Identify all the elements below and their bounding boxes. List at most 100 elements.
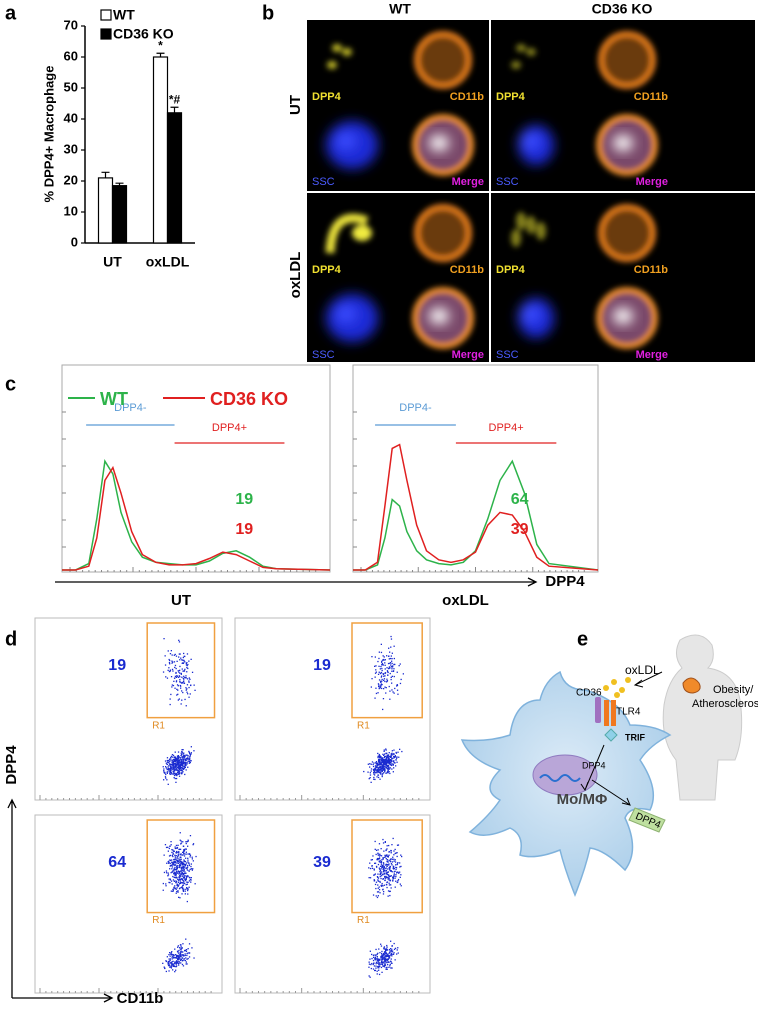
event-dot (178, 871, 180, 873)
event-dot (379, 766, 382, 769)
event-dot (180, 840, 182, 842)
event-dot (378, 756, 381, 758)
dpp4-signal (511, 212, 546, 247)
event-dot (170, 772, 172, 774)
event-dot (188, 758, 191, 761)
event-dot (380, 966, 383, 969)
event-dot (384, 877, 386, 879)
event-dot (172, 888, 174, 891)
event-dot (389, 662, 392, 664)
event-dot (384, 680, 386, 683)
gate-percent: 19 (313, 657, 331, 674)
event-dot (376, 858, 379, 860)
event-dot (389, 955, 391, 957)
error-bar (156, 52, 165, 57)
event-dot (368, 966, 370, 968)
event-dot (387, 861, 389, 863)
event-dot (380, 768, 382, 770)
event-dot (386, 760, 388, 762)
event-dot (378, 764, 380, 766)
event-dot (380, 768, 382, 771)
event-dot (187, 760, 190, 762)
event-dot (385, 758, 388, 760)
event-dot (382, 773, 384, 775)
event-dot (181, 863, 184, 865)
event-dot (182, 758, 184, 761)
event-dot (182, 662, 184, 664)
event-dot (376, 769, 378, 771)
event-dot (371, 953, 373, 956)
event-dot (185, 841, 187, 843)
event-dot (178, 859, 181, 861)
event-dot (373, 965, 376, 967)
event-dot (163, 854, 165, 856)
event-dot (175, 954, 178, 957)
event-dot (374, 969, 376, 972)
event-dot (184, 661, 186, 663)
event-dot (388, 882, 390, 884)
event-dot (391, 861, 394, 863)
event-dot (389, 875, 392, 877)
event-dot (167, 862, 170, 864)
event-dot (386, 754, 388, 756)
event-dot (369, 976, 371, 978)
event-dot (182, 951, 184, 953)
event-dot (175, 857, 177, 859)
event-dot (372, 768, 375, 771)
event-dot (174, 763, 176, 765)
event-dot (182, 763, 185, 765)
event-dot (386, 859, 388, 861)
event-dot (177, 693, 179, 695)
event-dot (166, 779, 168, 781)
event-dot (173, 654, 175, 656)
event-dot (162, 882, 164, 885)
event-dot (174, 887, 177, 889)
event-dot (166, 677, 169, 679)
event-dot (375, 955, 377, 957)
event-dot (182, 943, 184, 945)
event-dot (190, 863, 192, 865)
event-dot (182, 761, 184, 763)
event-dot (189, 755, 191, 757)
event-dot (188, 943, 191, 945)
event-dot (390, 635, 392, 638)
event-dot (384, 841, 386, 843)
event-dot (386, 845, 388, 847)
event-dot (168, 958, 170, 960)
event-dot (378, 973, 381, 976)
event-dot (170, 872, 172, 874)
event-dot (173, 957, 175, 959)
event-dot (392, 763, 394, 765)
event-dot (170, 844, 172, 846)
event-dot (381, 680, 383, 682)
ssc-signal (518, 125, 554, 165)
event-dot (378, 867, 380, 869)
event-dot (375, 762, 377, 764)
event-dot (174, 861, 176, 863)
event-dot (393, 675, 395, 678)
axis-arrow (55, 577, 538, 587)
event-dot (382, 858, 384, 860)
event-dot (381, 963, 383, 965)
event-dot (178, 896, 180, 898)
event-dot (182, 760, 185, 762)
event-dot (373, 874, 376, 876)
event-dot (174, 948, 176, 950)
event-dot (180, 754, 183, 756)
event-dot (383, 872, 385, 874)
event-dot (375, 763, 377, 765)
event-dot (190, 868, 192, 870)
event-dot (187, 859, 189, 861)
event-dot (181, 690, 183, 692)
event-dot (168, 762, 170, 764)
event-dot (379, 771, 381, 773)
event-dot (179, 659, 181, 661)
event-dot (378, 843, 381, 845)
gate-percent: 64 (108, 854, 126, 871)
event-dot (384, 686, 386, 688)
event-dot (168, 878, 170, 880)
event-dot (391, 871, 393, 873)
event-dot (389, 667, 391, 669)
event-dot (385, 967, 387, 969)
event-dot (370, 770, 372, 772)
